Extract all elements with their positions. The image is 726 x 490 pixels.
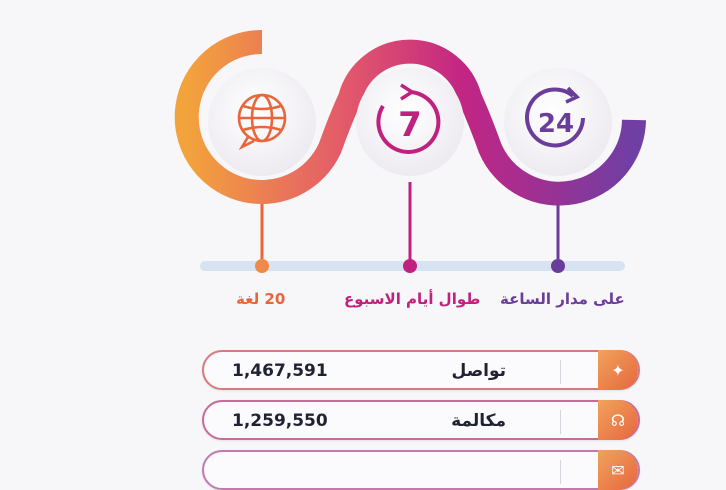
stat-row-contacts: 1,467,591 تواصل ✦: [202, 350, 640, 390]
globe-circle: [208, 68, 316, 176]
stat-row-calls: 1,259,550 مكالمة ☊: [202, 400, 640, 440]
feature-label-week: طوال أيام الاسبوع: [344, 290, 481, 308]
stat-label: تواصل: [451, 361, 506, 381]
wave-ribbon: [174, 29, 646, 206]
infographic-graphic: 7 24: [174, 29, 646, 273]
stat-value: 1,467,591: [232, 361, 328, 381]
stat-value: 1,259,550: [232, 411, 328, 431]
chat-icon: ✉: [598, 450, 638, 490]
24-hours-icon: 24: [525, 86, 585, 148]
divider: [560, 360, 561, 384]
timeline-dot-orange: [255, 259, 269, 273]
timeline-dot-purple: [551, 259, 565, 273]
twentyfour-text: 24: [538, 109, 574, 139]
feature-label-languages: 20 لغة: [236, 290, 286, 308]
divider: [560, 460, 561, 484]
stat-row-partial: ✉: [202, 450, 640, 490]
timeline-dot-magenta: [403, 259, 417, 273]
network-icon: ✦: [598, 350, 638, 390]
divider: [560, 410, 561, 434]
feature-label-hours: على مدار الساعة: [500, 290, 625, 308]
globe-chat-icon: [237, 93, 287, 151]
seven-circle: [356, 68, 464, 176]
twentyfour-circle: [504, 68, 612, 176]
headset-icon: ☊: [598, 400, 638, 440]
seven-days-icon: 7: [376, 83, 441, 154]
seven-days-text: 7: [398, 105, 422, 145]
stat-label: مكالمة: [451, 411, 506, 431]
